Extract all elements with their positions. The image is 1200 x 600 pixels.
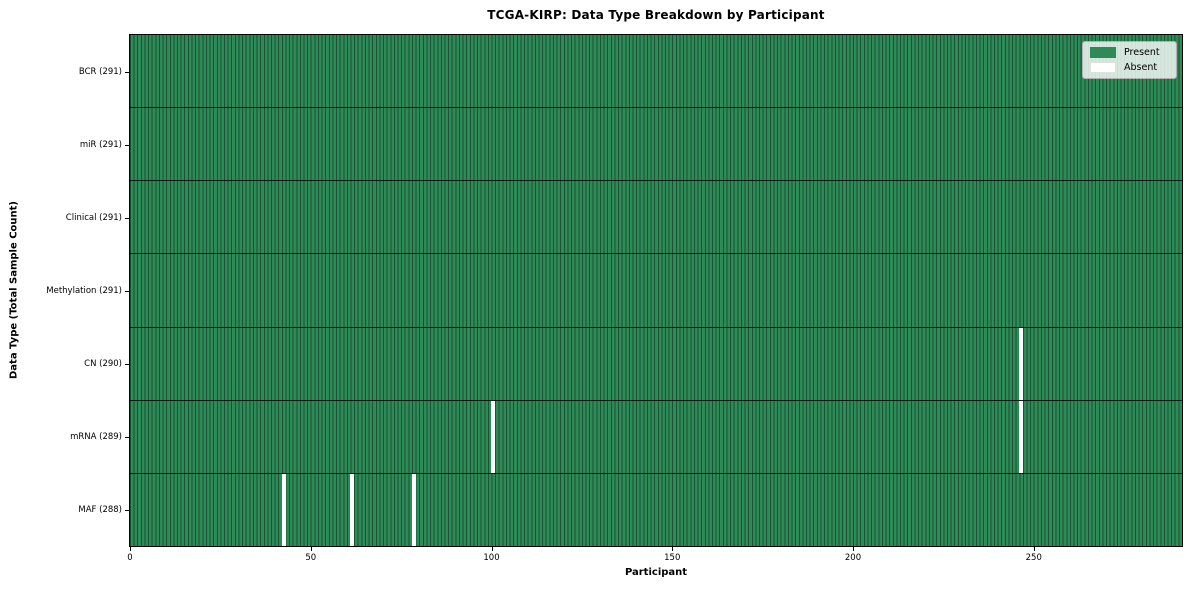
legend: Present Absent	[1082, 41, 1177, 79]
x-tick-mark-0	[130, 547, 131, 551]
legend-item-absent: Absent	[1090, 62, 1169, 73]
absent-gap-MAF-42	[281, 473, 286, 546]
x-tick-mark-250	[1033, 547, 1035, 551]
y-tick-mark-BCR	[125, 71, 129, 73]
y-tick-mark-miR	[125, 144, 129, 146]
heatmap-row-mRNA	[130, 400, 1182, 474]
x-tick-label-100: 100	[483, 553, 500, 563]
legend-label-present: Present	[1124, 47, 1160, 58]
y-tick-label-BCR: BCR (291)	[78, 66, 122, 77]
legend-label-absent: Absent	[1124, 62, 1158, 73]
heatmap-row-Methylation	[130, 254, 1182, 328]
absent-gap-MAF-61	[350, 473, 355, 546]
y-tick-mark-MAF	[125, 509, 129, 511]
y-tick-mark-mRNA	[125, 436, 129, 438]
heatmap-row-miR	[130, 108, 1182, 182]
x-tick-mark-150	[672, 547, 674, 551]
heatmap-row-Clinical	[130, 181, 1182, 255]
legend-item-present: Present	[1090, 47, 1169, 58]
y-tick-label-MAF: MAF (288)	[78, 504, 122, 515]
plot-area	[129, 34, 1183, 547]
absent-gap-MAF-78	[411, 473, 416, 546]
chart-title: TCGA-KIRP: Data Type Breakdown by Partic…	[487, 8, 825, 22]
x-tick-label-150: 150	[664, 553, 681, 563]
absent-swatch-icon	[1090, 62, 1116, 73]
x-tick-label-250: 250	[1025, 553, 1042, 563]
x-tick-label-50: 50	[305, 553, 317, 563]
y-tick-label-miR: miR (291)	[79, 139, 122, 150]
absent-gap-mRNA-246	[1019, 400, 1024, 473]
x-tick-mark-50	[310, 547, 312, 551]
present-swatch-icon	[1090, 47, 1116, 58]
y-tick-label-Clinical: Clinical (291)	[65, 212, 122, 223]
x-tick-label-200: 200	[844, 553, 862, 563]
x-tick-label-0: 0	[127, 553, 133, 563]
y-tick-mark-Clinical	[125, 217, 129, 219]
x-tick-mark-200	[853, 547, 855, 551]
y-tick-mark-Methylation	[125, 290, 129, 292]
y-tick-label-Methylation: Methylation (291)	[46, 285, 122, 296]
absent-gap-mRNA-100	[491, 400, 496, 473]
y-tick-label-CN: CN (290)	[84, 358, 122, 369]
heatmap-row-MAF	[130, 473, 1182, 546]
absent-gap-CN-246	[1019, 327, 1024, 400]
heatmap-row-BCR	[130, 35, 1182, 109]
y-tick-label-mRNA: mRNA (289)	[70, 431, 122, 442]
heatmap-row-CN	[130, 327, 1182, 401]
x-axis-label: Participant	[624, 567, 688, 578]
y-tick-mark-CN	[125, 363, 129, 365]
x-tick-mark-100	[491, 547, 493, 551]
